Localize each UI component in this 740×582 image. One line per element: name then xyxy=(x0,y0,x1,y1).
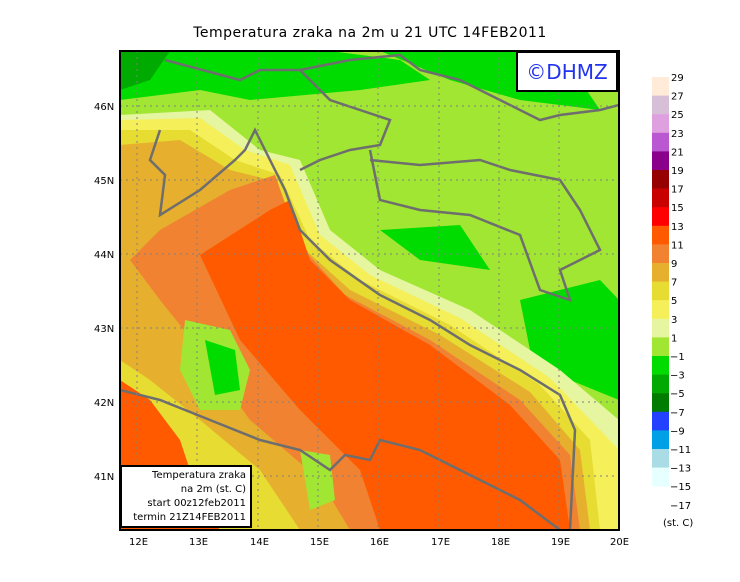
legend-swatch xyxy=(652,225,669,245)
legend-swatch xyxy=(652,300,669,320)
y-tick: 46N xyxy=(94,102,114,113)
y-tick: 42N xyxy=(94,398,114,409)
legend-swatch xyxy=(652,337,669,357)
legend-swatch xyxy=(652,95,669,115)
legend-swatch xyxy=(652,281,669,301)
legend-label: 19 xyxy=(671,166,684,177)
legend-swatch xyxy=(652,188,669,208)
legend-swatch xyxy=(652,411,669,431)
legend-label: −7 xyxy=(670,408,685,419)
legend-label: −13 xyxy=(670,464,691,475)
legend-label: −11 xyxy=(670,445,691,456)
legend-label: 29 xyxy=(671,73,684,84)
y-tick: 43N xyxy=(94,324,114,335)
field-sea xyxy=(200,200,570,530)
x-tick: 16E xyxy=(370,537,389,548)
legend-label: 17 xyxy=(671,185,684,196)
legend-label: 23 xyxy=(671,129,684,140)
field-cold-italy xyxy=(205,340,240,395)
legend-label: 27 xyxy=(671,92,684,103)
field-cold-bosnia xyxy=(380,225,490,270)
y-axis: 41N 42N 43N 44N 45N 46N xyxy=(94,102,114,483)
legend-swatch xyxy=(652,318,669,338)
info-line: start 00z12feb2011 xyxy=(147,498,246,509)
legend-swatch xyxy=(652,430,669,450)
legend-label: −17 xyxy=(670,501,691,512)
legend-swatch xyxy=(652,114,669,134)
legend-label: 9 xyxy=(671,259,677,270)
legend-label: 1 xyxy=(671,333,677,344)
color-legend: 29 27 25 23 21 19 17 15 13 11 9 7 5 3 1 −1 −3 −5 −7 −9 −11 −1… xyxy=(652,73,691,512)
x-tick: 14E xyxy=(250,537,269,548)
legend-swatch xyxy=(652,244,669,264)
legend-swatch xyxy=(652,356,669,375)
graticule xyxy=(120,51,619,530)
legend-swatch xyxy=(652,263,669,282)
legend-label: 3 xyxy=(671,315,677,326)
legend-label: −1 xyxy=(670,352,685,363)
x-axis: 12E 13E 14E 15E 16E 17E 18E 19E 20E xyxy=(129,537,629,548)
y-tick: 44N xyxy=(94,250,114,261)
legend-swatch xyxy=(652,467,669,487)
legend-swatch xyxy=(652,374,669,394)
legend-label: −15 xyxy=(670,482,691,493)
legend-label: 5 xyxy=(671,296,677,307)
legend-label: −5 xyxy=(670,389,685,400)
y-tick: 41N xyxy=(94,472,114,483)
legend-label: 25 xyxy=(671,110,684,121)
legend-label: 15 xyxy=(671,203,684,214)
dhmz-logo: ©DHMZ xyxy=(516,51,618,92)
legend-label: 21 xyxy=(671,147,684,158)
info-box: Temperatura zraka na 2m (st. C) start 00… xyxy=(120,465,252,528)
legend-swatch xyxy=(652,393,669,413)
x-tick: 13E xyxy=(189,537,208,548)
x-tick: 19E xyxy=(551,537,570,548)
y-tick: 45N xyxy=(94,176,114,187)
legend-swatch xyxy=(652,449,669,468)
info-line: na 2m (st. C) xyxy=(180,484,246,495)
x-tick: 17E xyxy=(431,537,450,548)
legend-swatch xyxy=(652,151,669,171)
x-tick: 20E xyxy=(610,537,629,548)
x-tick: 12E xyxy=(129,537,148,548)
x-tick: 18E xyxy=(491,537,510,548)
legend-swatch xyxy=(652,132,669,152)
legend-label: −3 xyxy=(670,371,685,382)
legend-swatch xyxy=(652,207,669,227)
legend-label: 7 xyxy=(671,278,677,289)
info-line: Temperatura zraka xyxy=(152,470,246,481)
x-tick: 15E xyxy=(310,537,329,548)
legend-unit: (st. C) xyxy=(663,518,694,529)
field-colder-nw xyxy=(120,51,170,90)
field-cold-montenegro xyxy=(520,280,619,400)
coastlines-borders xyxy=(120,53,619,530)
legend-swatch xyxy=(652,170,669,189)
map-frame xyxy=(119,50,620,531)
map-title: Temperatura zraka na 2m u 21 UTC 14FEB20… xyxy=(193,25,547,41)
field-land-gargano xyxy=(300,450,335,510)
legend-label: 11 xyxy=(671,240,684,251)
info-line: termin 21Z14FEB2011 xyxy=(133,512,246,523)
legend-swatch xyxy=(652,77,669,96)
legend-label: 13 xyxy=(671,222,684,233)
legend-label: −9 xyxy=(670,426,685,437)
